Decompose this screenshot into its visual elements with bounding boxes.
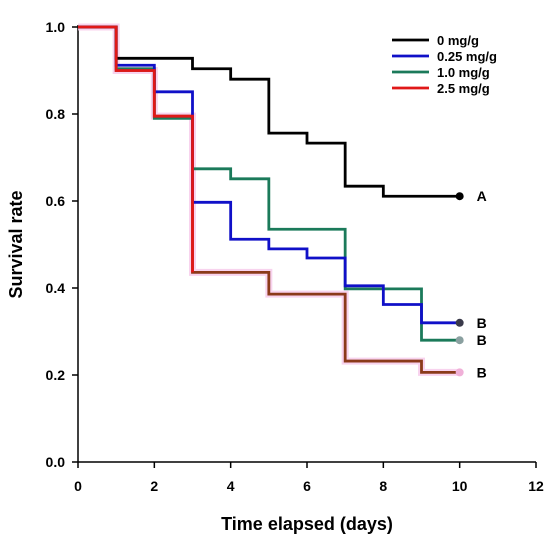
series-end-marker — [455, 318, 464, 327]
legend-label: 0.25 mg/g — [437, 49, 497, 64]
x-tick-label: 12 — [528, 478, 544, 494]
x-tick-label: 2 — [150, 478, 158, 494]
y-tick-label: 0.0 — [46, 454, 66, 470]
series-line — [78, 25, 460, 198]
legend: 0 mg/g0.25 mg/g1.0 mg/g2.5 mg/g — [392, 33, 497, 96]
y-tick-label: 1.0 — [46, 19, 66, 35]
series-end-marker — [455, 368, 464, 377]
y-tick-label: 0.6 — [46, 193, 66, 209]
y-axis-title: Survival rate — [6, 190, 26, 298]
x-tick-label: 4 — [227, 478, 235, 494]
series-line-segment — [78, 25, 194, 273]
series-end-label: A — [477, 188, 487, 204]
axes: 0 2 4 6 8 10 12 0.0 0.2 0.4 0.6 0.8 1.0 — [46, 19, 544, 494]
series-end-marker — [455, 336, 464, 345]
series-layer — [78, 23, 460, 376]
y-tick-label: 0.4 — [46, 280, 66, 296]
series-end-label: B — [477, 315, 487, 331]
x-tick-label: 0 — [74, 478, 82, 494]
x-tick-label: 6 — [303, 478, 311, 494]
series-end-label: B — [477, 364, 487, 380]
x-tick-label: 10 — [452, 478, 468, 494]
legend-label: 1.0 mg/g — [437, 65, 490, 80]
series-end-label: B — [477, 332, 487, 348]
x-axis-title: Time elapsed (days) — [221, 514, 393, 534]
y-tick-label: 0.8 — [46, 106, 66, 122]
y-tick-label: 0.2 — [46, 367, 66, 383]
series-end-marker — [455, 192, 464, 201]
end-markers — [455, 192, 464, 377]
legend-label: 0 mg/g — [437, 33, 479, 48]
x-tick-label: 8 — [379, 478, 387, 494]
legend-label: 2.5 mg/g — [437, 81, 490, 96]
